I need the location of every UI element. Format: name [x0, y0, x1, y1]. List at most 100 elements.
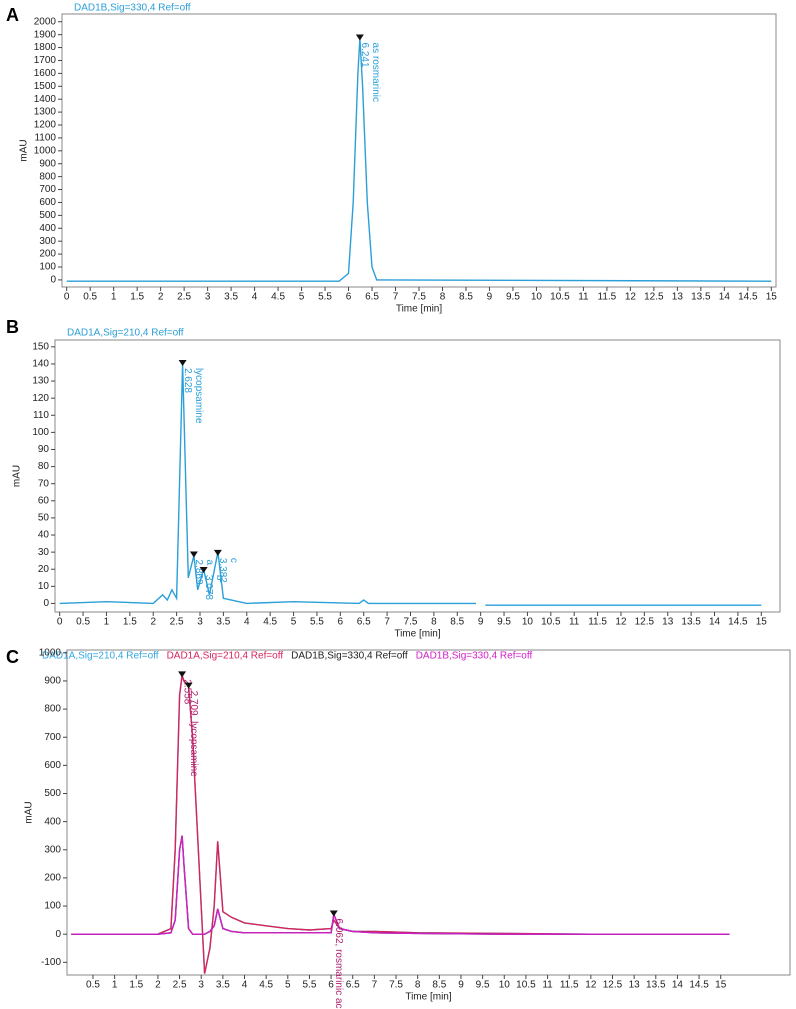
x-tick-label: 4	[242, 980, 248, 991]
y-tick-label: 100	[39, 262, 56, 273]
x-tick-label: 0.5	[83, 292, 97, 303]
x-tick-label: 3.5	[224, 292, 238, 303]
x-tick-label: 1	[104, 617, 110, 628]
y-tick-label: 140	[32, 359, 49, 370]
x-tick-label: 2.5	[173, 980, 187, 991]
y-tick-label: 800	[44, 704, 61, 715]
x-tick-label: 13.5	[681, 617, 701, 628]
x-tick-label: 14	[719, 292, 731, 303]
y-tick-label: 600	[39, 197, 56, 208]
x-tick-label: 0	[57, 617, 63, 628]
x-tick-label: 5	[285, 980, 291, 991]
trace	[59, 363, 762, 606]
x-tick-label: 9	[478, 617, 484, 628]
y-axis-title: mAU	[19, 139, 30, 161]
x-tick-label: 2	[155, 980, 161, 991]
y-tick-label: 400	[39, 223, 56, 234]
x-tick-label: 7.5	[412, 292, 426, 303]
x-tick-label: 7.5	[404, 617, 418, 628]
legend-text: DAD1B,Sig=330,4 Ref=off	[74, 3, 191, 14]
y-tick-label: 0	[55, 929, 61, 940]
x-tick-label: 10	[531, 292, 543, 303]
peak-marker	[184, 682, 193, 689]
peak-marker	[178, 359, 187, 366]
x-tick-label: 14	[709, 617, 721, 628]
peak-name: as rosmarinic	[370, 43, 381, 102]
x-tick-label: 2.5	[177, 292, 191, 303]
x-tick-label: 14.5	[728, 617, 748, 628]
trace	[71, 835, 730, 935]
peak-label: 2.869	[193, 560, 204, 585]
x-tick-label: 12	[585, 980, 597, 991]
y-tick-label: 90	[38, 444, 50, 455]
y-tick-label: 150	[32, 341, 49, 352]
x-axis-title: Time [min]	[396, 304, 443, 315]
plot-frame	[61, 13, 777, 288]
panel-label: A	[6, 5, 19, 25]
y-tick-label: 1600	[34, 68, 57, 79]
panel-label: B	[6, 317, 19, 337]
x-tick-label: 11.5	[560, 980, 579, 991]
x-axis-title: Time [min]	[394, 629, 441, 640]
x-tick-label: 7.5	[389, 980, 403, 991]
legend-entry: DAD1B,Sig=330,4 Ref=off	[291, 651, 408, 662]
x-tick-label: 7	[384, 617, 390, 628]
x-tick-label: 3	[198, 980, 204, 991]
x-tick-label: 11	[569, 617, 580, 628]
y-tick-label: 60	[38, 495, 50, 506]
x-tick-label: 6.5	[365, 292, 379, 303]
peak-label: 2.628	[182, 368, 193, 393]
x-tick-label: 1.5	[123, 617, 137, 628]
x-tick-label: 6	[346, 292, 352, 303]
x-tick-label: 9	[458, 980, 464, 991]
y-tick-label: 0	[43, 598, 49, 609]
x-tick-label: 13.5	[691, 292, 711, 303]
y-tick-label: 400	[44, 816, 61, 827]
x-tick-label: 12	[625, 292, 637, 303]
x-tick-label: 13.5	[646, 980, 666, 991]
peak-marker	[189, 551, 198, 558]
x-tick-label: 4.5	[263, 617, 277, 628]
x-tick-label: 12.5	[603, 980, 623, 991]
x-tick-label: 9	[487, 292, 493, 303]
x-tick-label: 8.5	[459, 292, 473, 303]
x-tick-label: 13	[672, 292, 684, 303]
y-tick-label: 800	[39, 171, 56, 182]
y-tick-label: 1900	[34, 29, 57, 40]
y-tick-label: 100	[32, 427, 49, 438]
x-tick-label: 10	[522, 617, 534, 628]
plot-frame	[54, 339, 781, 613]
x-tick-label: 1.5	[129, 980, 143, 991]
peak-label: 3.078	[203, 575, 214, 600]
peak-marker	[199, 566, 208, 573]
trace	[71, 835, 730, 935]
y-tick-label: 1700	[34, 55, 57, 66]
x-tick-label: 15	[766, 292, 778, 303]
x-tick-label: 3.5	[216, 617, 230, 628]
x-tick-label: 15	[756, 617, 768, 628]
x-tick-label: 6	[338, 617, 344, 628]
y-tick-label: -100	[41, 957, 61, 968]
y-tick-label: 500	[39, 210, 56, 221]
y-tick-label: 900	[39, 158, 56, 169]
x-tick-label: 10.5	[516, 980, 536, 991]
x-tick-label: 8	[440, 292, 446, 303]
legend-entry: DAD1A,Sig=210,4 Ref=off	[167, 651, 284, 662]
y-tick-label: 110	[33, 410, 49, 421]
peak-label: 2.558	[181, 679, 192, 704]
peak-marker	[355, 34, 364, 41]
x-tick-label: 10	[499, 980, 511, 991]
y-tick-label: 200	[39, 249, 56, 260]
panel-label: C	[6, 647, 19, 667]
x-tick-label: 5.5	[310, 617, 324, 628]
y-tick-label: 1400	[34, 94, 57, 105]
x-tick-label: 2	[158, 292, 164, 303]
y-tick-label: 1000	[39, 647, 62, 658]
x-tick-label: 5.5	[302, 980, 316, 991]
x-tick-label: 1	[111, 292, 117, 303]
x-tick-label: 14.5	[738, 292, 758, 303]
x-tick-label: 4.5	[259, 980, 273, 991]
y-tick-label: 130	[32, 376, 49, 387]
x-tick-label: 0	[64, 292, 70, 303]
y-tick-label: 100	[44, 901, 61, 912]
